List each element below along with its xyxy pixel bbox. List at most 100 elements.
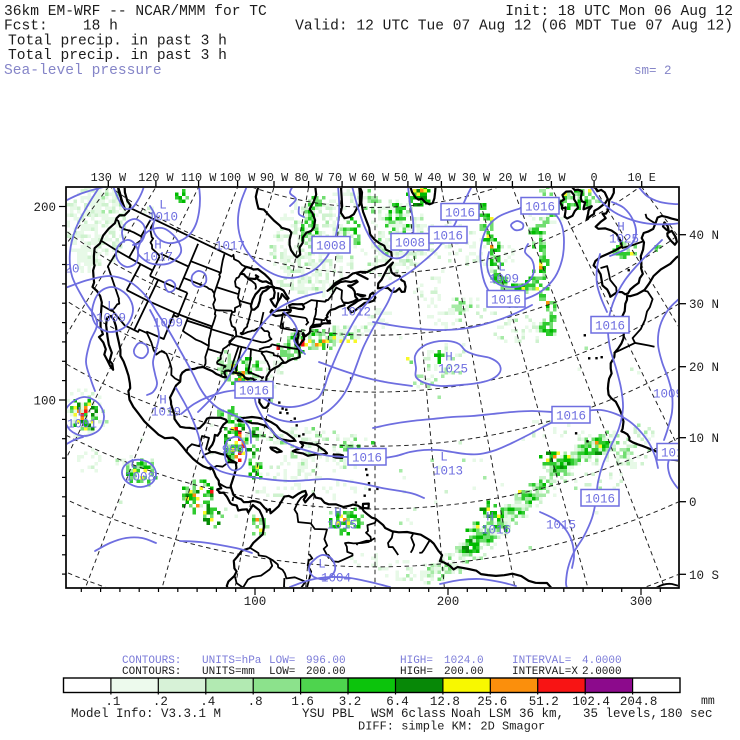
svg-text:1025: 1025	[438, 363, 468, 377]
svg-text:L: L	[159, 199, 167, 213]
svg-text:1016: 1016	[445, 207, 475, 221]
svg-text:HIGH=: HIGH=	[400, 655, 433, 667]
svg-text:1016: 1016	[661, 447, 691, 461]
svg-text:110 W: 110 W	[181, 171, 217, 185]
svg-text:20 N: 20 N	[689, 361, 719, 375]
svg-text:1013: 1013	[433, 465, 463, 479]
svg-text:3.2: 3.2	[339, 695, 362, 709]
svg-text:sm= 2: sm= 2	[634, 64, 672, 78]
svg-text:12.8: 12.8	[430, 695, 460, 709]
svg-text:200.00: 200.00	[444, 666, 484, 678]
svg-text:Valid: 12 UTC Tue 07 Aug 12 (0: Valid: 12 UTC Tue 07 Aug 12 (06 MDT Tue …	[295, 19, 733, 35]
svg-text:1016: 1016	[239, 385, 269, 399]
svg-text:Noah LSM: Noah LSM	[451, 707, 511, 721]
svg-text:L: L	[107, 300, 115, 314]
svg-text:1016: 1016	[585, 493, 615, 507]
svg-text:H: H	[334, 507, 342, 521]
svg-text:20 W: 20 W	[498, 171, 527, 185]
svg-text:204.8: 204.8	[620, 695, 658, 709]
svg-text:200: 200	[437, 595, 460, 609]
svg-text:90 W: 90 W	[260, 171, 289, 185]
svg-text:1019: 1019	[151, 406, 181, 420]
svg-text:996.00: 996.00	[306, 655, 346, 667]
svg-text:Init: 18 UTC Mon 06 Aug 12: Init: 18 UTC Mon 06 Aug 12	[505, 4, 733, 20]
svg-text:100 W: 100 W	[220, 171, 256, 185]
svg-text:60 W: 60 W	[361, 171, 390, 185]
svg-text:130 W: 130 W	[91, 171, 127, 185]
svg-text:H: H	[159, 394, 167, 408]
svg-text:H: H	[445, 351, 453, 365]
svg-text:1025: 1025	[609, 233, 639, 247]
svg-text:0: 0	[591, 171, 598, 185]
svg-text:10 S: 10 S	[689, 569, 719, 583]
svg-text:LOW=: LOW=	[269, 655, 295, 667]
svg-text:L: L	[440, 451, 448, 465]
svg-text:120 W: 120 W	[138, 171, 174, 185]
svg-text:H: H	[486, 511, 494, 525]
svg-text:40 W: 40 W	[427, 171, 456, 185]
svg-text:999: 999	[222, 444, 245, 458]
svg-text:100: 100	[244, 595, 267, 609]
svg-text:mm: mm	[701, 695, 715, 708]
svg-text:1010: 1010	[148, 211, 178, 225]
svg-text:.2: .2	[153, 695, 168, 709]
svg-text:1008: 1008	[395, 237, 425, 251]
svg-text:35 levels,: 35 levels,	[583, 707, 658, 721]
svg-text:1008: 1008	[125, 471, 155, 485]
svg-text:1017: 1017	[143, 251, 173, 265]
svg-text:H: H	[154, 239, 162, 253]
svg-text:10 N: 10 N	[689, 432, 719, 446]
svg-text:.8: .8	[248, 695, 263, 709]
svg-text:1009: 1009	[153, 317, 183, 331]
svg-text:UNITS=mm: UNITS=mm	[202, 666, 255, 678]
svg-text:20: 20	[64, 263, 79, 277]
svg-text:1015: 1015	[546, 519, 576, 533]
svg-text:1012: 1012	[341, 306, 371, 320]
svg-text:Total precip. in past 3 h: Total precip. in past 3 h	[8, 34, 227, 50]
svg-text:Total precip. in past 3 h: Total precip. in past 3 h	[8, 48, 227, 64]
svg-text:10 W: 10 W	[537, 171, 566, 185]
svg-text:36 km,: 36 km,	[519, 707, 564, 721]
svg-text:CONTOURS:: CONTOURS:	[122, 655, 181, 667]
svg-text:180 sec: 180 sec	[660, 707, 713, 721]
svg-text:300: 300	[630, 595, 653, 609]
svg-text:1016: 1016	[595, 320, 625, 334]
svg-text:1001: 1001	[67, 418, 97, 432]
svg-text:1016: 1016	[525, 201, 555, 215]
svg-text:L: L	[77, 406, 85, 420]
svg-text:1004: 1004	[321, 572, 351, 586]
svg-text:1016: 1016	[481, 524, 511, 538]
svg-text:200: 200	[33, 201, 56, 215]
svg-text:1009: 1009	[653, 388, 683, 402]
svg-text:30 W: 30 W	[462, 171, 491, 185]
svg-text:25.6: 25.6	[477, 695, 507, 709]
svg-text:Sea-level pressure: Sea-level pressure	[4, 63, 162, 79]
svg-text:1016: 1016	[352, 452, 382, 466]
svg-text:1016: 1016	[491, 294, 521, 308]
svg-text:L: L	[130, 458, 138, 472]
svg-text:WSM 6class: WSM 6class	[371, 707, 446, 721]
svg-text:6.4: 6.4	[386, 695, 409, 709]
svg-text:1016: 1016	[433, 230, 463, 244]
svg-text:LOW=: LOW=	[269, 666, 295, 678]
svg-text:100: 100	[33, 395, 56, 409]
svg-text:80 W: 80 W	[294, 171, 323, 185]
svg-text:Fcst: 18 h: Fcst: 18 h	[4, 19, 118, 35]
svg-text:Model Info: V3.3.1 M: Model Info: V3.3.1 M	[71, 707, 221, 721]
svg-text:51.2: 51.2	[529, 695, 559, 709]
svg-text:1009: 1009	[489, 273, 519, 287]
svg-text:102.4: 102.4	[572, 695, 610, 709]
svg-text:1.6: 1.6	[291, 695, 314, 709]
svg-text:YSU PBL: YSU PBL	[302, 707, 355, 721]
svg-text:L: L	[318, 558, 326, 572]
svg-text:UNITS=hPa: UNITS=hPa	[202, 655, 262, 667]
svg-text:50 W: 50 W	[394, 171, 423, 185]
svg-text:DIFF: simple KM: 2D Smagor: DIFF: simple KM: 2D Smagor	[358, 720, 545, 734]
svg-text:1009: 1009	[96, 312, 126, 326]
svg-text:200.00: 200.00	[306, 666, 346, 678]
svg-text:2.0000: 2.0000	[582, 666, 622, 678]
svg-text:4.0000: 4.0000	[582, 655, 622, 667]
svg-text:40 N: 40 N	[689, 229, 719, 243]
svg-text:HIGH=: HIGH=	[400, 666, 433, 678]
svg-text:1017: 1017	[215, 240, 245, 254]
